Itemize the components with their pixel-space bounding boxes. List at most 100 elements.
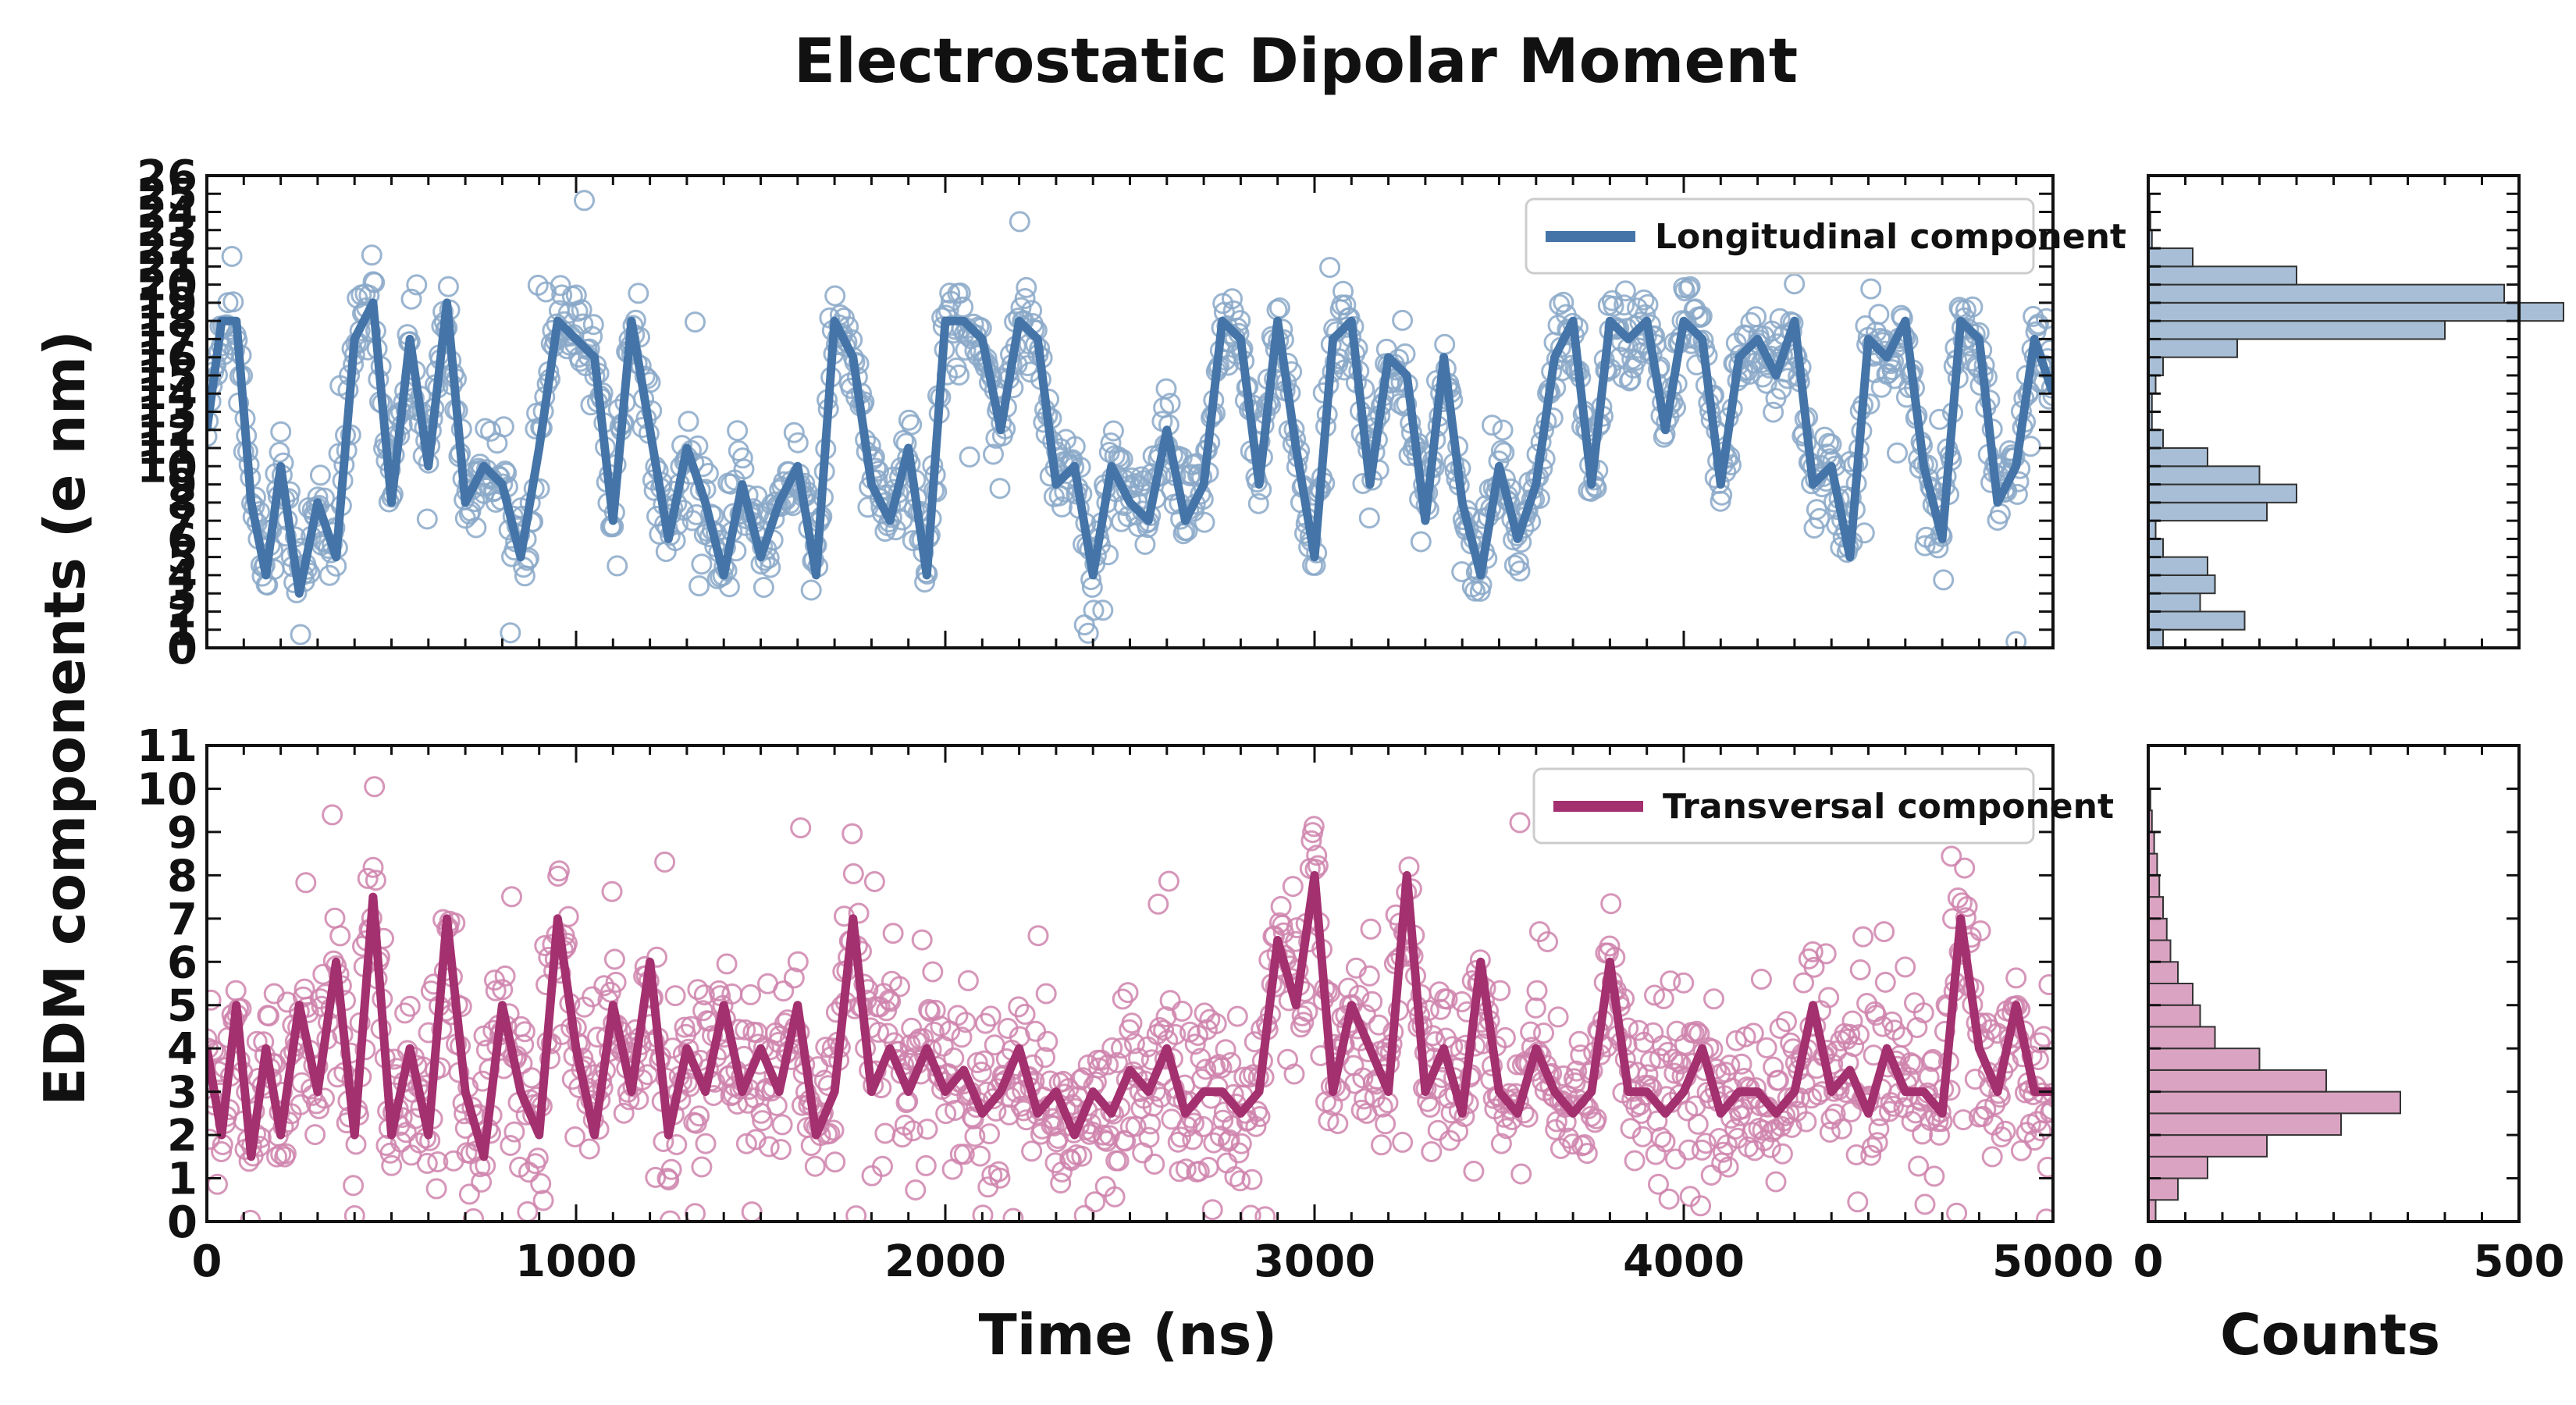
scatter-point [687,979,709,1001]
scatter-point [480,420,501,442]
scatter-point [1839,1023,1861,1045]
scatter-point [2005,967,2027,989]
histogram-bar [2147,1134,2268,1158]
scatter-point [603,948,625,970]
scatter-point [343,1175,365,1197]
scatter-point [1637,1064,1659,1086]
scatter-point [957,969,979,991]
scatter-point [1155,378,1177,400]
scatter-point [1392,309,1414,331]
scatter-point [1673,972,1695,994]
scatter-point [1820,1108,1842,1130]
scatter-point [1451,561,1473,582]
scatter-point [658,1169,680,1191]
scatter-point [574,190,595,212]
y-tick-label: 14 [137,369,197,420]
scatter-point [501,886,522,908]
scatter-point [1092,599,1114,621]
scatter-point [521,1067,543,1089]
scatter-point [1802,941,1823,962]
y-tick-label: 2 [167,1111,197,1161]
scatter-point [1653,988,1674,1009]
scatter-point [1868,1118,1890,1140]
scatter-point [1624,1150,1646,1172]
scatter-point [1795,1111,1817,1133]
scatter-point [1645,1144,1667,1165]
scatter-point [2005,631,2027,648]
scatter-point [1410,531,1432,553]
scatter-point [1216,1152,1238,1174]
scatter-point [416,1152,438,1174]
scatter-point [1686,1020,1708,1042]
scatter-point [1134,533,1156,555]
scatter-point [1354,1088,1375,1110]
scatter-point [1562,1133,1584,1155]
scatter-point [1658,1188,1680,1210]
scatter-point [1215,1039,1236,1061]
scatter-point [1297,1001,1318,1023]
scatter-point [823,1119,845,1141]
scatter-point [1112,449,1133,471]
scatter-point [691,553,713,575]
scatter-point [361,244,382,266]
scatter-point [1170,1126,1192,1148]
scatter-point [1509,560,1531,582]
scatter-point [1526,980,1548,1001]
scatter-point [1090,1108,1111,1129]
scatter-point [1691,305,1713,327]
scatter-point [688,575,710,597]
y-tick-label: 4 [167,1024,197,1075]
scatter-point [1203,1132,1225,1154]
scatter-point [207,425,218,447]
histogram-bar [2147,338,2238,358]
scatter-point [1695,1133,1717,1154]
scatter-point [1547,1006,1569,1028]
y-tick-label: 6 [167,937,197,988]
scatter-point [304,1124,326,1146]
scatter-point [1319,257,1341,279]
scatter-point [1771,1143,1793,1165]
scatter-point [1868,304,1890,325]
longitudinal-legend-label: Longitudinal component [1655,217,2126,257]
scatter-point [532,1190,554,1211]
scatter-point [266,1146,288,1168]
scatter-point [1192,1115,1214,1137]
histogram-bar [2147,247,2194,268]
scatter-point [425,1178,447,1200]
y-tick-label: 25 [137,169,197,220]
scatter-point [406,274,428,296]
scatter-point [1008,996,1030,1018]
scatter-point [1245,1115,1267,1137]
scatter-point [1599,935,1621,957]
histogram-bar [2147,628,2164,649]
scatter-point [1895,956,1916,978]
scatter-point [842,863,864,884]
scatter-point [1358,965,1380,987]
scatter-point [966,324,987,346]
scatter-point [1194,1002,1215,1024]
scatter-point [1861,1136,1883,1158]
scatter-point [891,1126,913,1148]
scatter-point [258,1005,279,1026]
scatter-point [269,442,290,463]
scatter-point [1564,1072,1586,1094]
scatter-point [1054,481,1076,503]
scatter-point [1690,1195,1712,1217]
scatter-point [1205,1012,1227,1034]
y-tick-label: 3 [167,569,197,620]
scatter-point [922,961,944,983]
scatter-point [1503,554,1525,576]
scatter-point [1731,1053,1752,1075]
scatter-point [1016,276,1037,298]
scatter-point [1553,1065,1574,1087]
scatter-point [841,823,863,845]
scatter-point [1574,1134,1596,1155]
scatter-point [605,971,627,993]
histogram-bar [2147,556,2208,576]
scatter-point [1717,1156,1739,1178]
scatter-point [783,967,805,989]
scatter-point [1881,1011,1903,1033]
histogram-bar [2147,1155,2208,1179]
scatter-point [1071,1145,1093,1167]
